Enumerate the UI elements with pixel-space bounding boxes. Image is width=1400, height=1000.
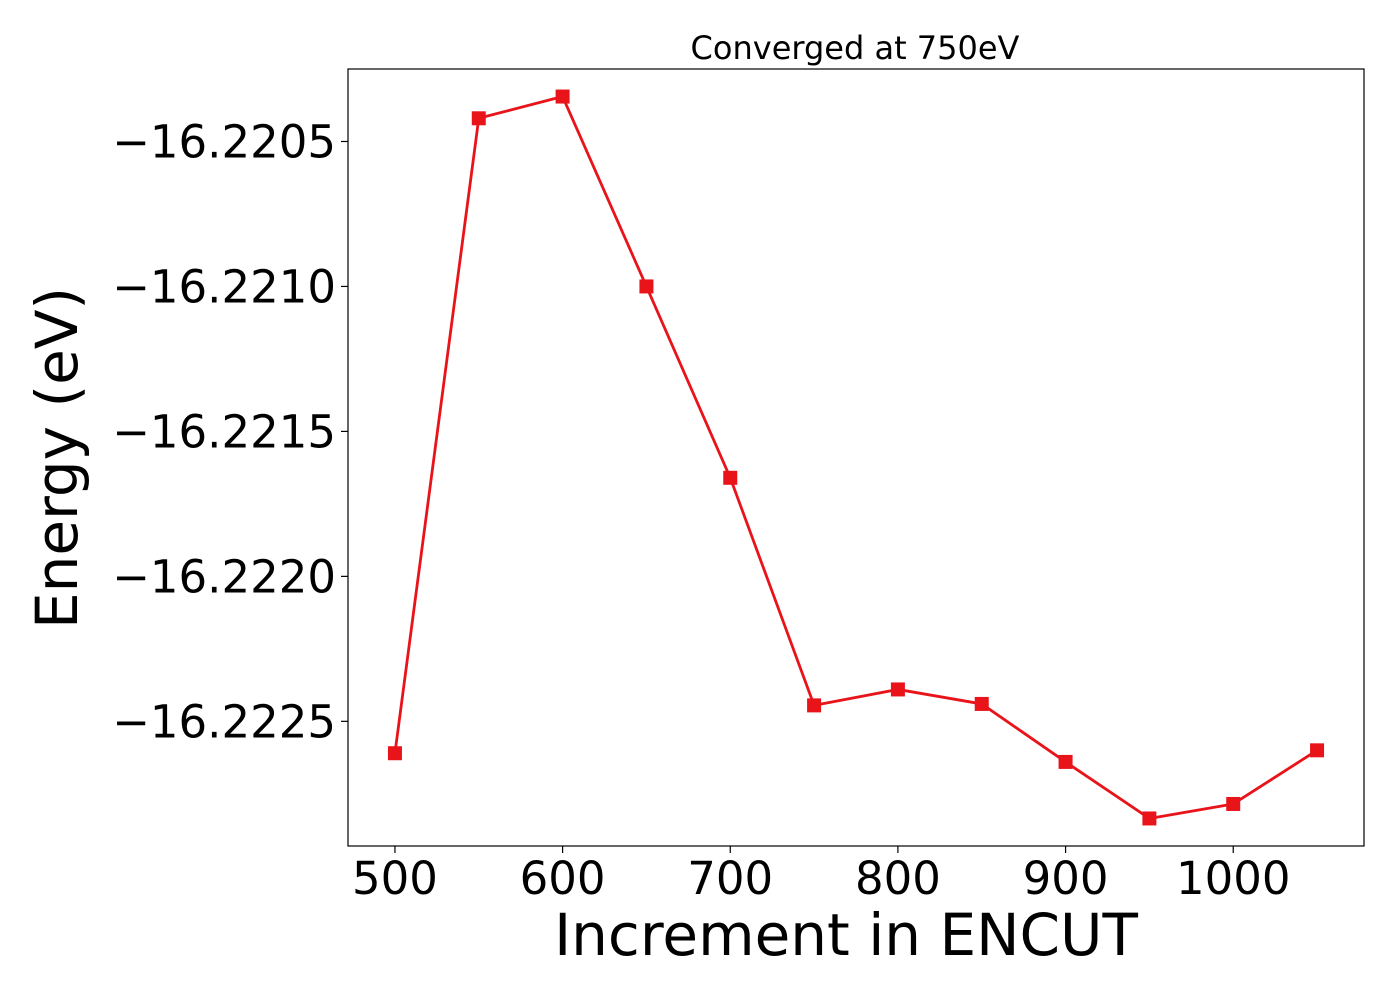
x-axis-ticks: 500 600 700 800 900 1000 [352, 846, 1291, 905]
x-tick-label: 1000 [1176, 852, 1291, 905]
data-point [387, 746, 402, 761]
x-tick-label: 500 [352, 852, 438, 905]
data-point [1226, 796, 1241, 811]
x-tick-label: 600 [520, 852, 606, 905]
x-axis-label: Increment in ENCUT [554, 901, 1138, 969]
y-tick-label: −16.2210 [112, 260, 336, 313]
x-tick-label: 900 [1023, 852, 1109, 905]
data-point [974, 696, 989, 711]
energy-series-markers [387, 89, 1325, 826]
data-point [890, 682, 905, 697]
data-point [1142, 811, 1157, 826]
y-tick-label: −16.2225 [112, 695, 336, 748]
y-axis-label: Energy (eV) [23, 287, 91, 629]
data-point [471, 111, 486, 126]
data-point [723, 470, 738, 485]
x-tick-label: 700 [687, 852, 773, 905]
energy-series-line [393, 95, 1318, 820]
y-tick-label: −16.2215 [112, 405, 336, 458]
data-point [639, 279, 654, 294]
data-point [555, 89, 570, 104]
y-tick-label: −16.2205 [112, 115, 336, 168]
data-point [1058, 754, 1073, 769]
plot-area [347, 68, 1365, 847]
x-tick-label: 800 [855, 852, 941, 905]
chart-title: Converged at 750eV [691, 29, 1020, 67]
data-point [1310, 743, 1325, 758]
y-axis-ticks: −16.2205 −16.2210 −16.2215 −16.2220 −16.2225 [112, 115, 348, 748]
y-tick-label: −16.2220 [112, 550, 336, 603]
data-point [807, 698, 822, 713]
